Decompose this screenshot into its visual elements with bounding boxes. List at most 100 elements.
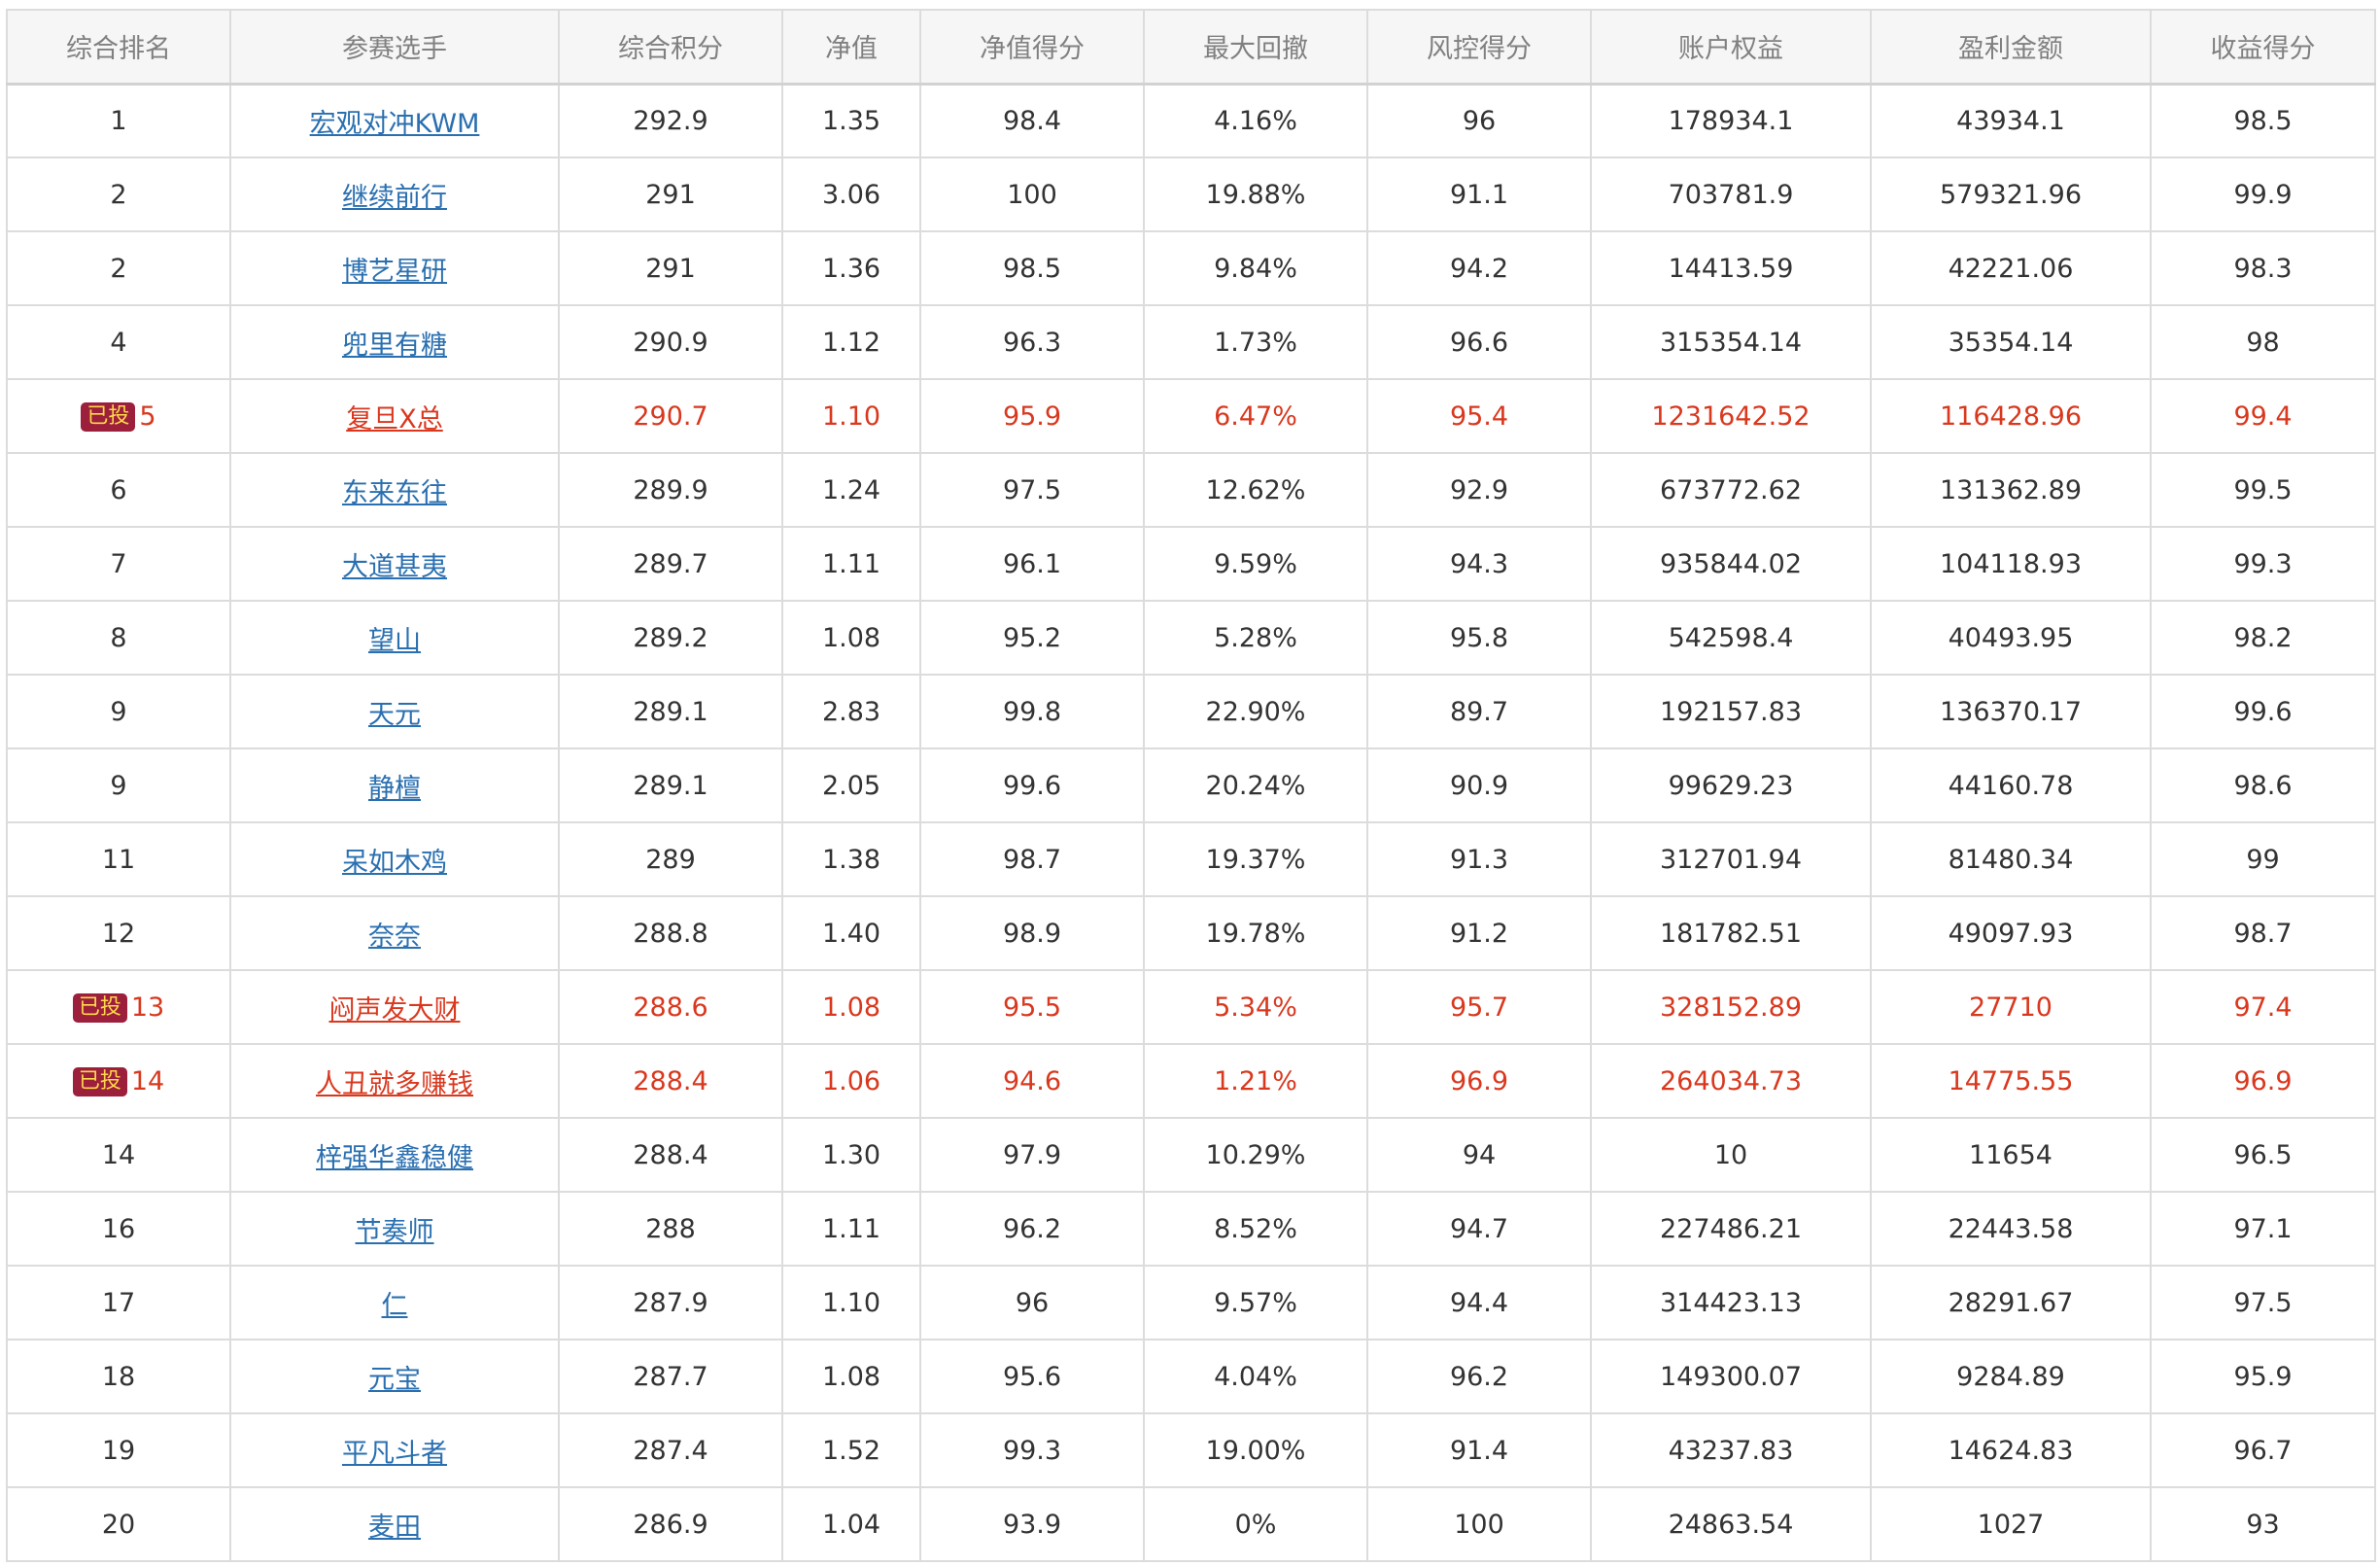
return-score-cell: 99.6: [2150, 674, 2376, 749]
rank-cell: 7: [6, 526, 231, 602]
player-link[interactable]: 梓强华鑫稳健: [316, 1142, 473, 1173]
table-row: 17 仁 287.9 1.10 96 9.57% 94.4 314423.13 28291.67…: [6, 1265, 2376, 1340]
player-link[interactable]: 天元: [368, 699, 421, 730]
score-cell: 288.4: [558, 1043, 783, 1119]
nav-cell: 2.05: [781, 748, 921, 823]
header-profit[interactable]: 盈利金额: [1870, 9, 2152, 86]
risk-score-cell: 89.7: [1366, 674, 1592, 749]
rank-cell: 8: [6, 600, 231, 676]
player-link[interactable]: 博艺星研: [342, 256, 447, 287]
table-row: 11 呆如木鸡 289 1.38 98.7 19.37% 91.3 312701.94 8148…: [6, 821, 2376, 897]
player-link[interactable]: 继续前行: [342, 182, 447, 213]
player-link[interactable]: 呆如木鸡: [342, 847, 447, 878]
score-cell: 289.2: [558, 600, 783, 676]
player-link[interactable]: 兜里有糖: [342, 330, 447, 361]
nav-cell: 1.08: [781, 600, 921, 676]
return-score-cell: 97.5: [2150, 1265, 2376, 1340]
score-cell: 291: [558, 157, 783, 232]
nav-score-cell: 99.6: [919, 748, 1145, 823]
player-link[interactable]: 麦田: [368, 1512, 421, 1543]
header-equity[interactable]: 账户权益: [1590, 9, 1872, 86]
risk-score-cell: 96: [1366, 83, 1592, 158]
nav-score-cell: 98.5: [919, 230, 1145, 306]
rank-cell: 已投 14: [6, 1043, 231, 1119]
nav-score-cell: 95.2: [919, 600, 1145, 676]
profit-cell: 14775.55: [1870, 1043, 2152, 1119]
player-link[interactable]: 人丑就多赚钱: [316, 1068, 473, 1099]
rank-cell: 9: [6, 748, 231, 823]
nav-cell: 1.11: [781, 1191, 921, 1267]
nav-cell: 1.24: [781, 452, 921, 528]
score-cell: 289.1: [558, 748, 783, 823]
player-cell: 节奏师: [229, 1191, 560, 1267]
profit-cell: 11654: [1870, 1117, 2152, 1193]
rank-value: 1: [110, 105, 127, 136]
player-link[interactable]: 节奏师: [355, 1216, 434, 1247]
rank-cell: 6: [6, 452, 231, 528]
return-score-cell: 96.5: [2150, 1117, 2376, 1193]
player-link[interactable]: 仁: [381, 1290, 408, 1321]
profit-cell: 81480.34: [1870, 821, 2152, 897]
player-link[interactable]: 元宝: [368, 1364, 421, 1395]
return-score-cell: 98.6: [2150, 748, 2376, 823]
player-link[interactable]: 平凡斗者: [342, 1438, 447, 1469]
player-cell: 梓强华鑫稳健: [229, 1117, 560, 1193]
player-link[interactable]: 宏观对冲KWM: [309, 108, 480, 139]
table-row: 14 梓强华鑫稳健 288.4 1.30 97.9 10.29% 94 10 11654 96.5: [6, 1117, 2376, 1193]
nav-cell: 2.83: [781, 674, 921, 749]
player-link[interactable]: 静檀: [368, 773, 421, 804]
nav-score-cell: 96: [919, 1265, 1145, 1340]
risk-score-cell: 90.9: [1366, 748, 1592, 823]
max-drawdown-cell: 4.16%: [1143, 83, 1368, 158]
header-max-drawdown[interactable]: 最大回撤: [1143, 9, 1368, 86]
rank-value: 14: [130, 1065, 165, 1096]
player-link[interactable]: 东来东往: [342, 477, 447, 508]
player-link[interactable]: 望山: [368, 625, 421, 656]
rank-cell: 已投 13: [6, 969, 231, 1045]
return-score-cell: 96.7: [2150, 1412, 2376, 1488]
nav-cell: 3.06: [781, 157, 921, 232]
nav-cell: 1.08: [781, 969, 921, 1045]
risk-score-cell: 94.7: [1366, 1191, 1592, 1267]
player-cell: 望山: [229, 600, 560, 676]
return-score-cell: 98.5: [2150, 83, 2376, 158]
table-row: 19 平凡斗者 287.4 1.52 99.3 19.00% 91.4 43237.83 146…: [6, 1412, 2376, 1488]
nav-score-cell: 97.9: [919, 1117, 1145, 1193]
header-rank[interactable]: 综合排名: [6, 9, 231, 86]
return-score-cell: 99.5: [2150, 452, 2376, 528]
equity-cell: 181782.51: [1590, 895, 1872, 971]
nav-cell: 1.35: [781, 83, 921, 158]
equity-cell: 703781.9: [1590, 157, 1872, 232]
player-cell: 闷声发大财: [229, 969, 560, 1045]
max-drawdown-cell: 22.90%: [1143, 674, 1368, 749]
player-link[interactable]: 大道甚夷: [342, 551, 447, 582]
return-score-cell: 98.7: [2150, 895, 2376, 971]
profit-cell: 579321.96: [1870, 157, 2152, 232]
header-score[interactable]: 综合积分: [558, 9, 783, 86]
equity-cell: 314423.13: [1590, 1265, 1872, 1340]
max-drawdown-cell: 19.88%: [1143, 157, 1368, 232]
profit-cell: 35354.14: [1870, 304, 2152, 380]
header-nav-score[interactable]: 净值得分: [919, 9, 1145, 86]
header-risk-score[interactable]: 风控得分: [1366, 9, 1592, 86]
max-drawdown-cell: 20.24%: [1143, 748, 1368, 823]
nav-cell: 1.38: [781, 821, 921, 897]
profit-cell: 40493.95: [1870, 600, 2152, 676]
risk-score-cell: 100: [1366, 1486, 1592, 1562]
nav-score-cell: 96.1: [919, 526, 1145, 602]
header-nav[interactable]: 净值: [781, 9, 921, 86]
equity-cell: 315354.14: [1590, 304, 1872, 380]
header-player[interactable]: 参赛选手: [229, 9, 560, 86]
nav-cell: 1.11: [781, 526, 921, 602]
nav-cell: 1.40: [781, 895, 921, 971]
profit-cell: 49097.93: [1870, 895, 2152, 971]
player-link[interactable]: 闷声发大财: [328, 994, 461, 1026]
rank-cell: 17: [6, 1265, 231, 1340]
player-link[interactable]: 奈奈: [368, 921, 421, 952]
table-row: 4 兜里有糖 290.9 1.12 96.3 1.73% 96.6 315354.14 3535…: [6, 304, 2376, 380]
nav-score-cell: 98.9: [919, 895, 1145, 971]
player-cell: 平凡斗者: [229, 1412, 560, 1488]
player-link[interactable]: 复旦X总: [346, 403, 443, 435]
header-return-score[interactable]: 收益得分: [2150, 9, 2376, 86]
equity-cell: 14413.59: [1590, 230, 1872, 306]
